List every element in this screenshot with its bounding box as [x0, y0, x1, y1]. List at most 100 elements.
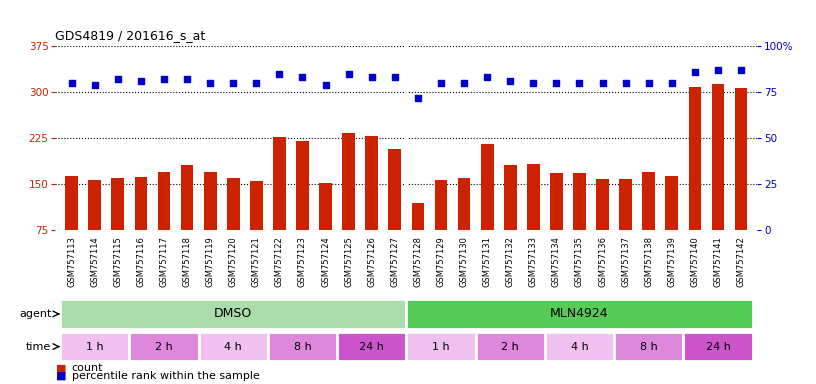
Bar [527, 164, 539, 230]
Text: GSM757141: GSM757141 [713, 236, 722, 286]
Text: GSM757118: GSM757118 [183, 236, 192, 286]
Text: GSM757115: GSM757115 [113, 236, 122, 286]
Point [642, 80, 655, 86]
Text: GSM757134: GSM757134 [552, 236, 561, 286]
Bar [619, 179, 632, 230]
Point [481, 74, 494, 81]
Bar [689, 87, 701, 230]
Bar [342, 133, 355, 230]
Point [573, 80, 586, 86]
Point [411, 94, 424, 101]
Bar [60, 332, 130, 361]
Text: GSM757125: GSM757125 [344, 236, 353, 286]
Bar [198, 332, 268, 361]
Text: GSM757122: GSM757122 [275, 236, 284, 286]
Point [366, 74, 379, 81]
Text: percentile rank within the sample: percentile rank within the sample [72, 371, 259, 381]
Text: GSM757138: GSM757138 [645, 236, 654, 287]
Bar [112, 178, 124, 230]
Bar [712, 84, 725, 230]
Bar [157, 172, 171, 230]
Bar [666, 176, 678, 230]
Text: 8 h: 8 h [294, 341, 312, 352]
Text: GSM757139: GSM757139 [667, 236, 676, 286]
Point [458, 80, 471, 86]
Text: GSM757121: GSM757121 [252, 236, 261, 286]
Text: agent: agent [19, 309, 51, 319]
Bar [227, 177, 240, 230]
Point [319, 82, 332, 88]
Point [503, 78, 517, 84]
Point [596, 80, 609, 86]
Bar [366, 136, 378, 230]
Point [388, 74, 401, 81]
Text: GSM757117: GSM757117 [159, 236, 168, 286]
Bar [481, 144, 494, 230]
Bar [273, 137, 286, 230]
Point [157, 76, 171, 82]
Point [180, 76, 193, 82]
Point [296, 74, 309, 81]
Text: 24 h: 24 h [359, 341, 384, 352]
Bar [250, 181, 263, 230]
Text: GSM757142: GSM757142 [737, 236, 746, 286]
Text: 1 h: 1 h [86, 341, 104, 352]
Text: GSM757133: GSM757133 [529, 236, 538, 287]
Bar [135, 177, 147, 230]
Text: GSM757140: GSM757140 [690, 236, 699, 286]
Bar [683, 332, 752, 361]
Bar [130, 332, 198, 361]
Text: GSM757137: GSM757137 [621, 236, 630, 287]
Point [250, 80, 263, 86]
Bar [180, 165, 193, 230]
Text: 4 h: 4 h [224, 341, 242, 352]
Text: GSM757129: GSM757129 [437, 236, 446, 286]
Text: GSM757130: GSM757130 [459, 236, 468, 286]
Bar [734, 88, 747, 230]
Point [550, 80, 563, 86]
Bar [476, 332, 545, 361]
Point [689, 69, 702, 75]
Point [527, 80, 540, 86]
Bar [406, 299, 752, 329]
Text: DMSO: DMSO [214, 308, 252, 320]
Text: GSM757131: GSM757131 [482, 236, 492, 286]
Point [88, 82, 101, 88]
Text: GSM757124: GSM757124 [321, 236, 330, 286]
Text: GSM757114: GSM757114 [91, 236, 100, 286]
Bar [65, 176, 78, 230]
Point [734, 67, 747, 73]
Bar [337, 332, 406, 361]
Bar [204, 172, 216, 230]
Text: count: count [72, 363, 104, 373]
Bar [596, 179, 609, 230]
Bar [545, 332, 614, 361]
Text: 24 h: 24 h [706, 341, 730, 352]
Point [712, 67, 725, 73]
Point [619, 80, 632, 86]
Bar [435, 180, 447, 230]
Bar [388, 149, 401, 230]
Bar [296, 141, 308, 230]
Bar [504, 165, 517, 230]
Point [273, 71, 286, 77]
Bar [642, 172, 655, 230]
Text: ■: ■ [55, 371, 66, 381]
Point [227, 80, 240, 86]
Bar [88, 180, 101, 230]
Text: time: time [26, 341, 51, 352]
Bar [550, 173, 563, 230]
Bar [60, 299, 406, 329]
Bar [573, 173, 586, 230]
Bar [614, 332, 683, 361]
Text: 8 h: 8 h [640, 341, 658, 352]
Text: 4 h: 4 h [570, 341, 588, 352]
Text: 1 h: 1 h [432, 341, 450, 352]
Point [135, 78, 148, 84]
Text: GDS4819 / 201616_s_at: GDS4819 / 201616_s_at [55, 29, 206, 42]
Point [434, 80, 447, 86]
Point [111, 76, 124, 82]
Text: GSM757128: GSM757128 [414, 236, 423, 286]
Bar [458, 177, 471, 230]
Text: GSM757132: GSM757132 [506, 236, 515, 286]
